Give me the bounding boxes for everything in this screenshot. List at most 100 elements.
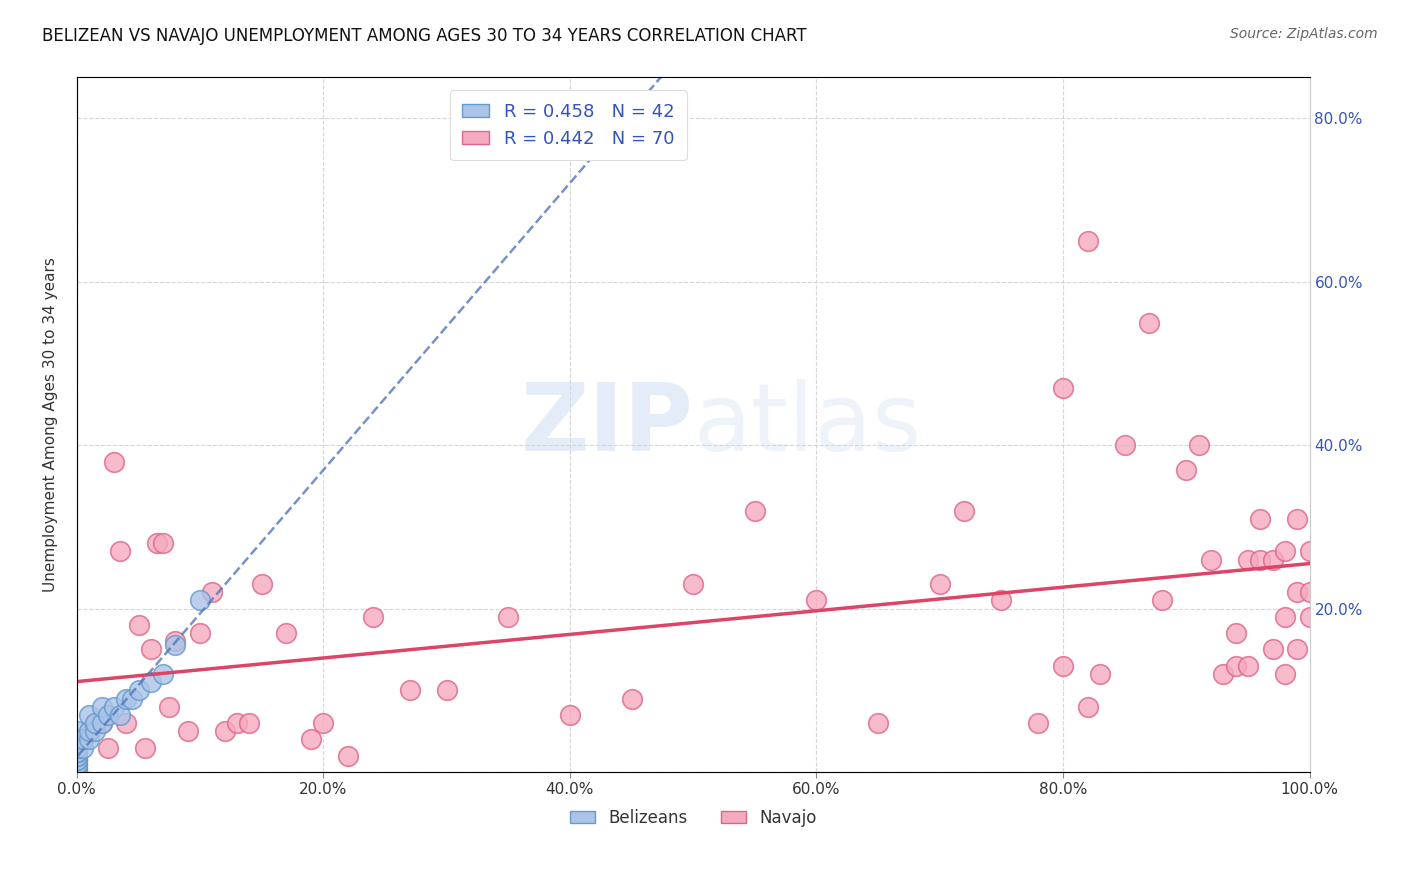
Point	[139, 675, 162, 690]
Point	[90, 716, 112, 731]
Point	[77, 732, 100, 747]
Y-axis label: Unemployment Among Ages 30 to 34 years: Unemployment Among Ages 30 to 34 years	[44, 257, 58, 592]
Point	[84, 724, 107, 739]
Point	[1286, 642, 1309, 657]
Point	[115, 691, 138, 706]
Point	[77, 724, 100, 739]
Point	[66, 753, 89, 767]
Point	[103, 699, 125, 714]
Text: Source: ZipAtlas.com: Source: ZipAtlas.com	[1230, 27, 1378, 41]
Point	[66, 732, 89, 747]
Point	[1052, 381, 1074, 395]
Point	[66, 761, 89, 775]
Text: BELIZEAN VS NAVAJO UNEMPLOYMENT AMONG AGES 30 TO 34 YEARS CORRELATION CHART: BELIZEAN VS NAVAJO UNEMPLOYMENT AMONG AG…	[42, 27, 807, 45]
Point	[1114, 438, 1136, 452]
Point	[72, 740, 94, 755]
Point	[128, 618, 150, 632]
Point	[152, 536, 174, 550]
Point	[1077, 699, 1099, 714]
Point	[84, 716, 107, 731]
Point	[165, 634, 187, 648]
Point	[238, 716, 260, 731]
Point	[953, 503, 976, 517]
Point	[1187, 438, 1209, 452]
Point	[121, 691, 143, 706]
Point	[1175, 463, 1198, 477]
Point	[1077, 234, 1099, 248]
Point	[1225, 658, 1247, 673]
Point	[66, 765, 89, 780]
Point	[1298, 609, 1320, 624]
Point	[103, 454, 125, 468]
Point	[1199, 552, 1222, 566]
Point	[1028, 716, 1050, 731]
Point	[66, 748, 89, 763]
Point	[620, 691, 643, 706]
Point	[97, 740, 120, 755]
Point	[1249, 552, 1271, 566]
Point	[128, 683, 150, 698]
Point	[1212, 667, 1234, 681]
Point	[66, 765, 89, 780]
Point	[806, 593, 828, 607]
Point	[165, 639, 187, 653]
Point	[152, 667, 174, 681]
Point	[66, 765, 89, 780]
Point	[66, 753, 89, 767]
Point	[1052, 658, 1074, 673]
Point	[398, 683, 420, 698]
Point	[1286, 512, 1309, 526]
Point	[90, 699, 112, 714]
Point	[990, 593, 1012, 607]
Point	[1237, 658, 1260, 673]
Point	[66, 756, 89, 771]
Text: ZIP: ZIP	[520, 379, 693, 471]
Point	[361, 609, 384, 624]
Point	[928, 577, 950, 591]
Point	[558, 707, 581, 722]
Point	[66, 765, 89, 780]
Point	[66, 761, 89, 775]
Point	[1274, 544, 1296, 558]
Point	[312, 716, 335, 731]
Point	[72, 732, 94, 747]
Point	[146, 536, 169, 550]
Point	[1274, 609, 1296, 624]
Point	[744, 503, 766, 517]
Point	[498, 609, 520, 624]
Point	[1249, 512, 1271, 526]
Point	[72, 732, 94, 747]
Text: atlas: atlas	[693, 379, 921, 471]
Point	[1150, 593, 1173, 607]
Point	[1261, 552, 1284, 566]
Point	[1274, 667, 1296, 681]
Legend: Belizeans, Navajo: Belizeans, Navajo	[564, 802, 823, 833]
Point	[84, 716, 107, 731]
Point	[299, 732, 322, 747]
Point	[108, 544, 131, 558]
Point	[1286, 585, 1309, 599]
Point	[77, 707, 100, 722]
Point	[66, 736, 89, 750]
Point	[66, 724, 89, 739]
Point	[134, 740, 156, 755]
Point	[1225, 626, 1247, 640]
Point	[276, 626, 298, 640]
Point	[201, 585, 224, 599]
Point	[66, 765, 89, 780]
Point	[250, 577, 273, 591]
Point	[66, 756, 89, 771]
Point	[77, 724, 100, 739]
Point	[436, 683, 458, 698]
Point	[337, 748, 360, 763]
Point	[157, 699, 180, 714]
Point	[177, 724, 200, 739]
Point	[66, 765, 89, 780]
Point	[66, 765, 89, 780]
Point	[97, 707, 120, 722]
Point	[66, 740, 89, 755]
Point	[1137, 316, 1160, 330]
Point	[108, 707, 131, 722]
Point	[115, 716, 138, 731]
Point	[1237, 552, 1260, 566]
